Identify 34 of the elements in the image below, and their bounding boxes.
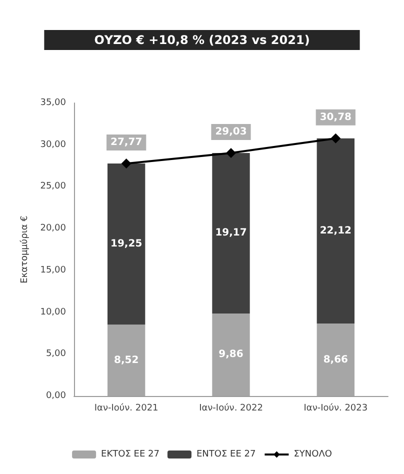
x-tick-label: Ιαν-Ιούν. 2023 [304,402,368,414]
chart-title: ΟΥΖΟ € +10,8 % (2023 vs 2021) [94,33,310,47]
y-tick-label: 25,00 [40,182,66,192]
x-tick-label: Ιαν-Ιούν. 2022 [199,402,263,414]
y-tick-label: 0,00 [46,391,66,401]
x-tick-label: Ιαν-Ιούν. 2021 [94,402,158,414]
data-label: 30,78 [320,112,352,123]
data-label: 9,86 [218,349,244,360]
data-label: 22,12 [320,225,352,236]
data-label: 27,77 [110,137,142,148]
point [121,158,132,169]
legend-label: ΣΥΝΟΛΟ [294,450,332,460]
bar [316,324,355,396]
y-tick-label: 30,00 [40,140,66,150]
legend-label: ΕΚΤΟΣ ΕΕ 27 [101,450,160,460]
y-tick-label: 5,00 [46,349,66,360]
y-axis-title: Εκατομμύρια € [18,215,30,284]
y-tick-label: 20,00 [40,224,66,234]
data-label: 19,25 [110,238,142,250]
data-label: 8,52 [114,354,139,366]
point [226,148,236,158]
bar [107,324,146,396]
y-tick-label: 10,00 [40,307,66,318]
y-tick-label: 15,00 [40,265,66,276]
data-label: 29,03 [215,126,247,138]
bar [212,152,250,314]
data-label: 19,17 [215,228,247,239]
bar [212,313,250,396]
data-label: 8,66 [323,354,348,366]
y-tick-label: 35,00 [40,98,66,108]
bar [107,164,146,325]
bar [316,138,355,324]
legend-label: ΕΝΤΟΣ ΕΕ 27 [196,450,256,460]
point [330,133,341,144]
